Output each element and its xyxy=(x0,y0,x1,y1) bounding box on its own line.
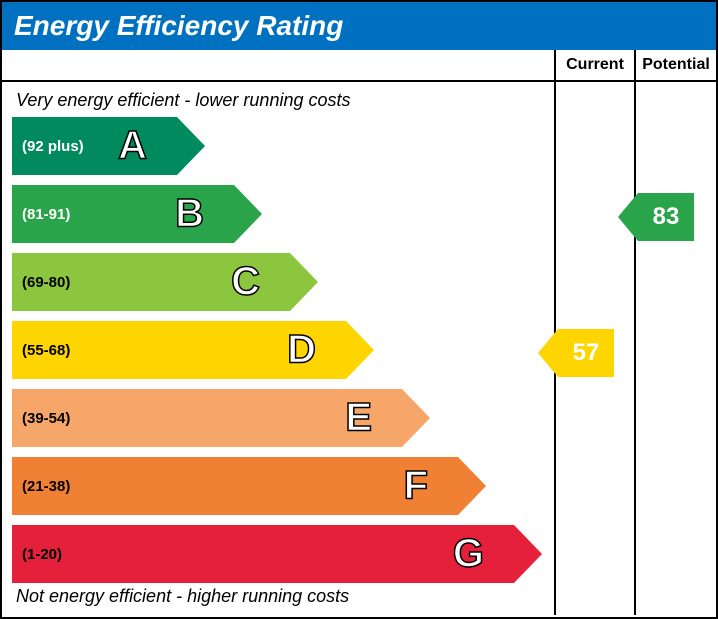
bands-body: Very energy efficient - lower running co… xyxy=(2,82,554,615)
band-f: (21-38) F xyxy=(12,457,458,515)
band-g: (1-20) G xyxy=(12,525,514,583)
epc-chart: Energy Efficiency Rating Very energy eff… xyxy=(0,0,718,619)
band-body: (21-38) F xyxy=(12,457,458,515)
band-a: (92 plus) A xyxy=(12,117,177,175)
potential-pointer-value: 83 xyxy=(638,193,694,241)
band-letter: G xyxy=(453,532,484,577)
band-letter: D xyxy=(287,328,316,373)
bands-column: Very energy efficient - lower running co… xyxy=(2,50,556,615)
bands-list: (92 plus) A (81-91) B (69-80) C (55-68) D (39-54… xyxy=(12,117,544,583)
band-body: (92 plus) A xyxy=(12,117,177,175)
band-arrow-icon xyxy=(177,117,205,175)
current-column: Current 57 xyxy=(556,50,636,615)
band-range: (69-80) xyxy=(22,274,70,291)
band-letter: B xyxy=(175,192,204,237)
current-pointer: 57 xyxy=(538,329,614,377)
band-range: (21-38) xyxy=(22,478,70,495)
potential-header: Potential xyxy=(636,50,716,82)
band-e: (39-54) E xyxy=(12,389,402,447)
potential-pointer: 83 xyxy=(618,193,694,241)
band-b: (81-91) B xyxy=(12,185,234,243)
chart-grid: Very energy efficient - lower running co… xyxy=(2,50,716,615)
band-c: (69-80) C xyxy=(12,253,290,311)
band-range: (92 plus) xyxy=(22,138,84,155)
band-range: (81-91) xyxy=(22,206,70,223)
chart-title: Energy Efficiency Rating xyxy=(2,2,716,50)
band-body: (39-54) E xyxy=(12,389,402,447)
band-letter: A xyxy=(118,124,147,169)
current-body: 57 xyxy=(556,82,634,615)
band-letter: C xyxy=(231,260,260,305)
band-d: (55-68) D xyxy=(12,321,346,379)
band-range: (39-54) xyxy=(22,410,70,427)
band-arrow-icon xyxy=(290,253,318,311)
current-header: Current xyxy=(556,50,634,82)
potential-pointer-arrow-icon xyxy=(618,193,638,241)
band-arrow-icon xyxy=(458,457,486,515)
band-range: (55-68) xyxy=(22,342,70,359)
band-range: (1-20) xyxy=(22,546,62,563)
band-body: (69-80) C xyxy=(12,253,290,311)
potential-body: 83 xyxy=(636,82,716,615)
current-pointer-value: 57 xyxy=(558,329,614,377)
band-arrow-icon xyxy=(514,525,542,583)
band-arrow-icon xyxy=(402,389,430,447)
potential-column: Potential 83 xyxy=(636,50,716,615)
band-arrow-icon xyxy=(234,185,262,243)
band-body: (81-91) B xyxy=(12,185,234,243)
caption-top: Very energy efficient - lower running co… xyxy=(16,90,544,111)
bands-header-empty xyxy=(2,50,554,82)
band-body: (55-68) D xyxy=(12,321,346,379)
band-letter: E xyxy=(345,396,372,441)
band-body: (1-20) G xyxy=(12,525,514,583)
band-letter: F xyxy=(404,464,428,509)
caption-bottom: Not energy efficient - higher running co… xyxy=(16,586,349,607)
band-arrow-icon xyxy=(346,321,374,379)
current-pointer-arrow-icon xyxy=(538,329,558,377)
